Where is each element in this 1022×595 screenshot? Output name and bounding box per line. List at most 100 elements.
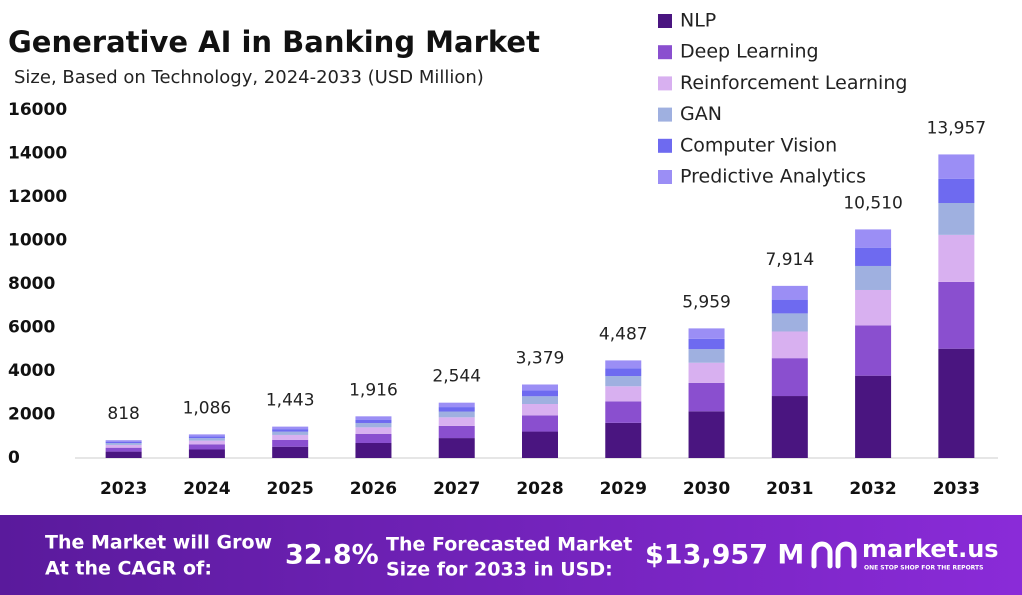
- x-tick-label: 2027: [433, 479, 480, 499]
- total-label: 1,086: [183, 398, 232, 418]
- bar-segment: [355, 422, 392, 428]
- bar-segment: [938, 203, 975, 235]
- logo-tagline: ONE STOP SHOP FOR THE REPORTS: [864, 565, 983, 572]
- legend-label: NLP: [680, 10, 716, 32]
- total-label: 818: [107, 404, 139, 424]
- y-tick-label: 14000: [8, 144, 67, 164]
- bar-segment: [771, 299, 808, 314]
- bar-segment: [522, 415, 558, 432]
- bar-segment: [355, 442, 392, 458]
- x-tick-label: 2026: [350, 479, 397, 499]
- x-tick-label: 2032: [849, 479, 896, 499]
- legend-swatch: [658, 76, 672, 91]
- bar-segment: [105, 443, 142, 445]
- legend-swatch: [658, 107, 672, 122]
- legend-label: Predictive Analytics: [680, 166, 866, 188]
- y-tick-label: 8000: [8, 274, 55, 294]
- x-tick-label: 2029: [600, 479, 647, 499]
- bar-segment: [938, 178, 975, 204]
- bar-segment: [771, 313, 808, 332]
- bar-segment: [272, 426, 309, 430]
- bar-segment: [438, 425, 475, 439]
- y-tick-label: 0: [8, 448, 20, 468]
- bar-segment: [688, 349, 725, 363]
- legend-label: GAN: [680, 103, 722, 125]
- x-tick-label: 2028: [516, 479, 563, 499]
- y-tick-label: 6000: [8, 318, 55, 338]
- bar-segment: [355, 419, 392, 423]
- chart-subtitle: Size, Based on Technology, 2024-2033 (US…: [14, 67, 484, 88]
- footer-value: $13,957 M: [645, 540, 804, 571]
- bar-segment: [688, 362, 725, 383]
- bar-segment: [688, 328, 725, 339]
- total-label: 13,957: [927, 118, 986, 138]
- bar-segment: [771, 396, 808, 458]
- logo-text: market.us: [862, 535, 999, 563]
- bar-segment: [272, 446, 309, 458]
- bar-segment: [188, 444, 225, 450]
- bar-segment: [188, 434, 225, 437]
- bar-segment: [938, 154, 975, 179]
- x-tick-label: 2025: [267, 479, 314, 499]
- legend-swatch: [658, 170, 672, 184]
- bar-segment: [438, 407, 475, 412]
- bar-segment: [105, 444, 142, 448]
- bar-segment: [105, 447, 142, 452]
- bar-segment: [688, 338, 725, 350]
- bar-segment: [855, 375, 892, 458]
- total-label: 5,959: [682, 292, 731, 312]
- bar-segment: [938, 348, 975, 458]
- bar-segment: [855, 325, 892, 376]
- bar-segment: [438, 402, 475, 408]
- bar-segment: [855, 229, 892, 248]
- bar-segment: [272, 431, 309, 435]
- bar-segment: [105, 441, 142, 444]
- total-label: 4,487: [599, 324, 648, 344]
- bar-segment: [855, 247, 892, 266]
- bar-segment: [605, 368, 642, 377]
- total-label: 1,443: [266, 391, 315, 411]
- footer-value: 32.8%: [285, 540, 379, 571]
- legend-label: Deep Learning: [680, 41, 819, 63]
- bar-segment: [855, 265, 892, 290]
- legend-swatch: [658, 45, 672, 60]
- bar-segment: [938, 234, 975, 282]
- chart-title: Generative AI in Banking Market: [8, 25, 540, 59]
- bar-segment: [522, 403, 558, 416]
- y-tick-label: 12000: [8, 187, 67, 207]
- y-tick-label: 2000: [8, 405, 55, 425]
- legend-swatch: [658, 14, 672, 28]
- bar-segment: [522, 396, 558, 404]
- legend-label: Computer Vision: [680, 134, 837, 156]
- bar-segment: [605, 360, 642, 369]
- x-tick-label: 2023: [100, 479, 147, 499]
- bar-segment: [272, 429, 309, 432]
- x-tick-label: 2033: [933, 479, 980, 499]
- bar-segment: [855, 289, 892, 326]
- bar-segment: [938, 281, 975, 349]
- footer-text: Size for 2033 in USD:: [386, 559, 613, 581]
- legend-label: Reinforcement Learning: [680, 72, 907, 94]
- bar-segment: [272, 439, 309, 447]
- bar-segment: [188, 438, 225, 441]
- bar-segment: [438, 417, 475, 426]
- bar-segment: [605, 386, 642, 402]
- bar-segment: [355, 427, 392, 434]
- total-label: 3,379: [516, 349, 565, 369]
- logo: market.us ONE STOP SHOP FOR THE REPORTS: [811, 535, 999, 572]
- x-tick-label: 2030: [683, 479, 730, 499]
- bar-segment: [605, 401, 642, 423]
- footer-text: The Market will Grow: [45, 532, 272, 554]
- total-label: 2,544: [432, 367, 481, 387]
- bar-segment: [771, 331, 808, 359]
- total-label: 1,916: [349, 380, 398, 400]
- bar-segment: [188, 449, 225, 458]
- bar-segment: [105, 451, 142, 458]
- y-tick-label: 16000: [8, 100, 67, 120]
- bar-segment: [272, 434, 309, 440]
- footer-text: The Forecasted Market: [386, 534, 632, 556]
- x-tick-label: 2024: [183, 479, 230, 499]
- bar-segment: [438, 411, 475, 418]
- footer-text: At the CAGR of:: [45, 558, 212, 580]
